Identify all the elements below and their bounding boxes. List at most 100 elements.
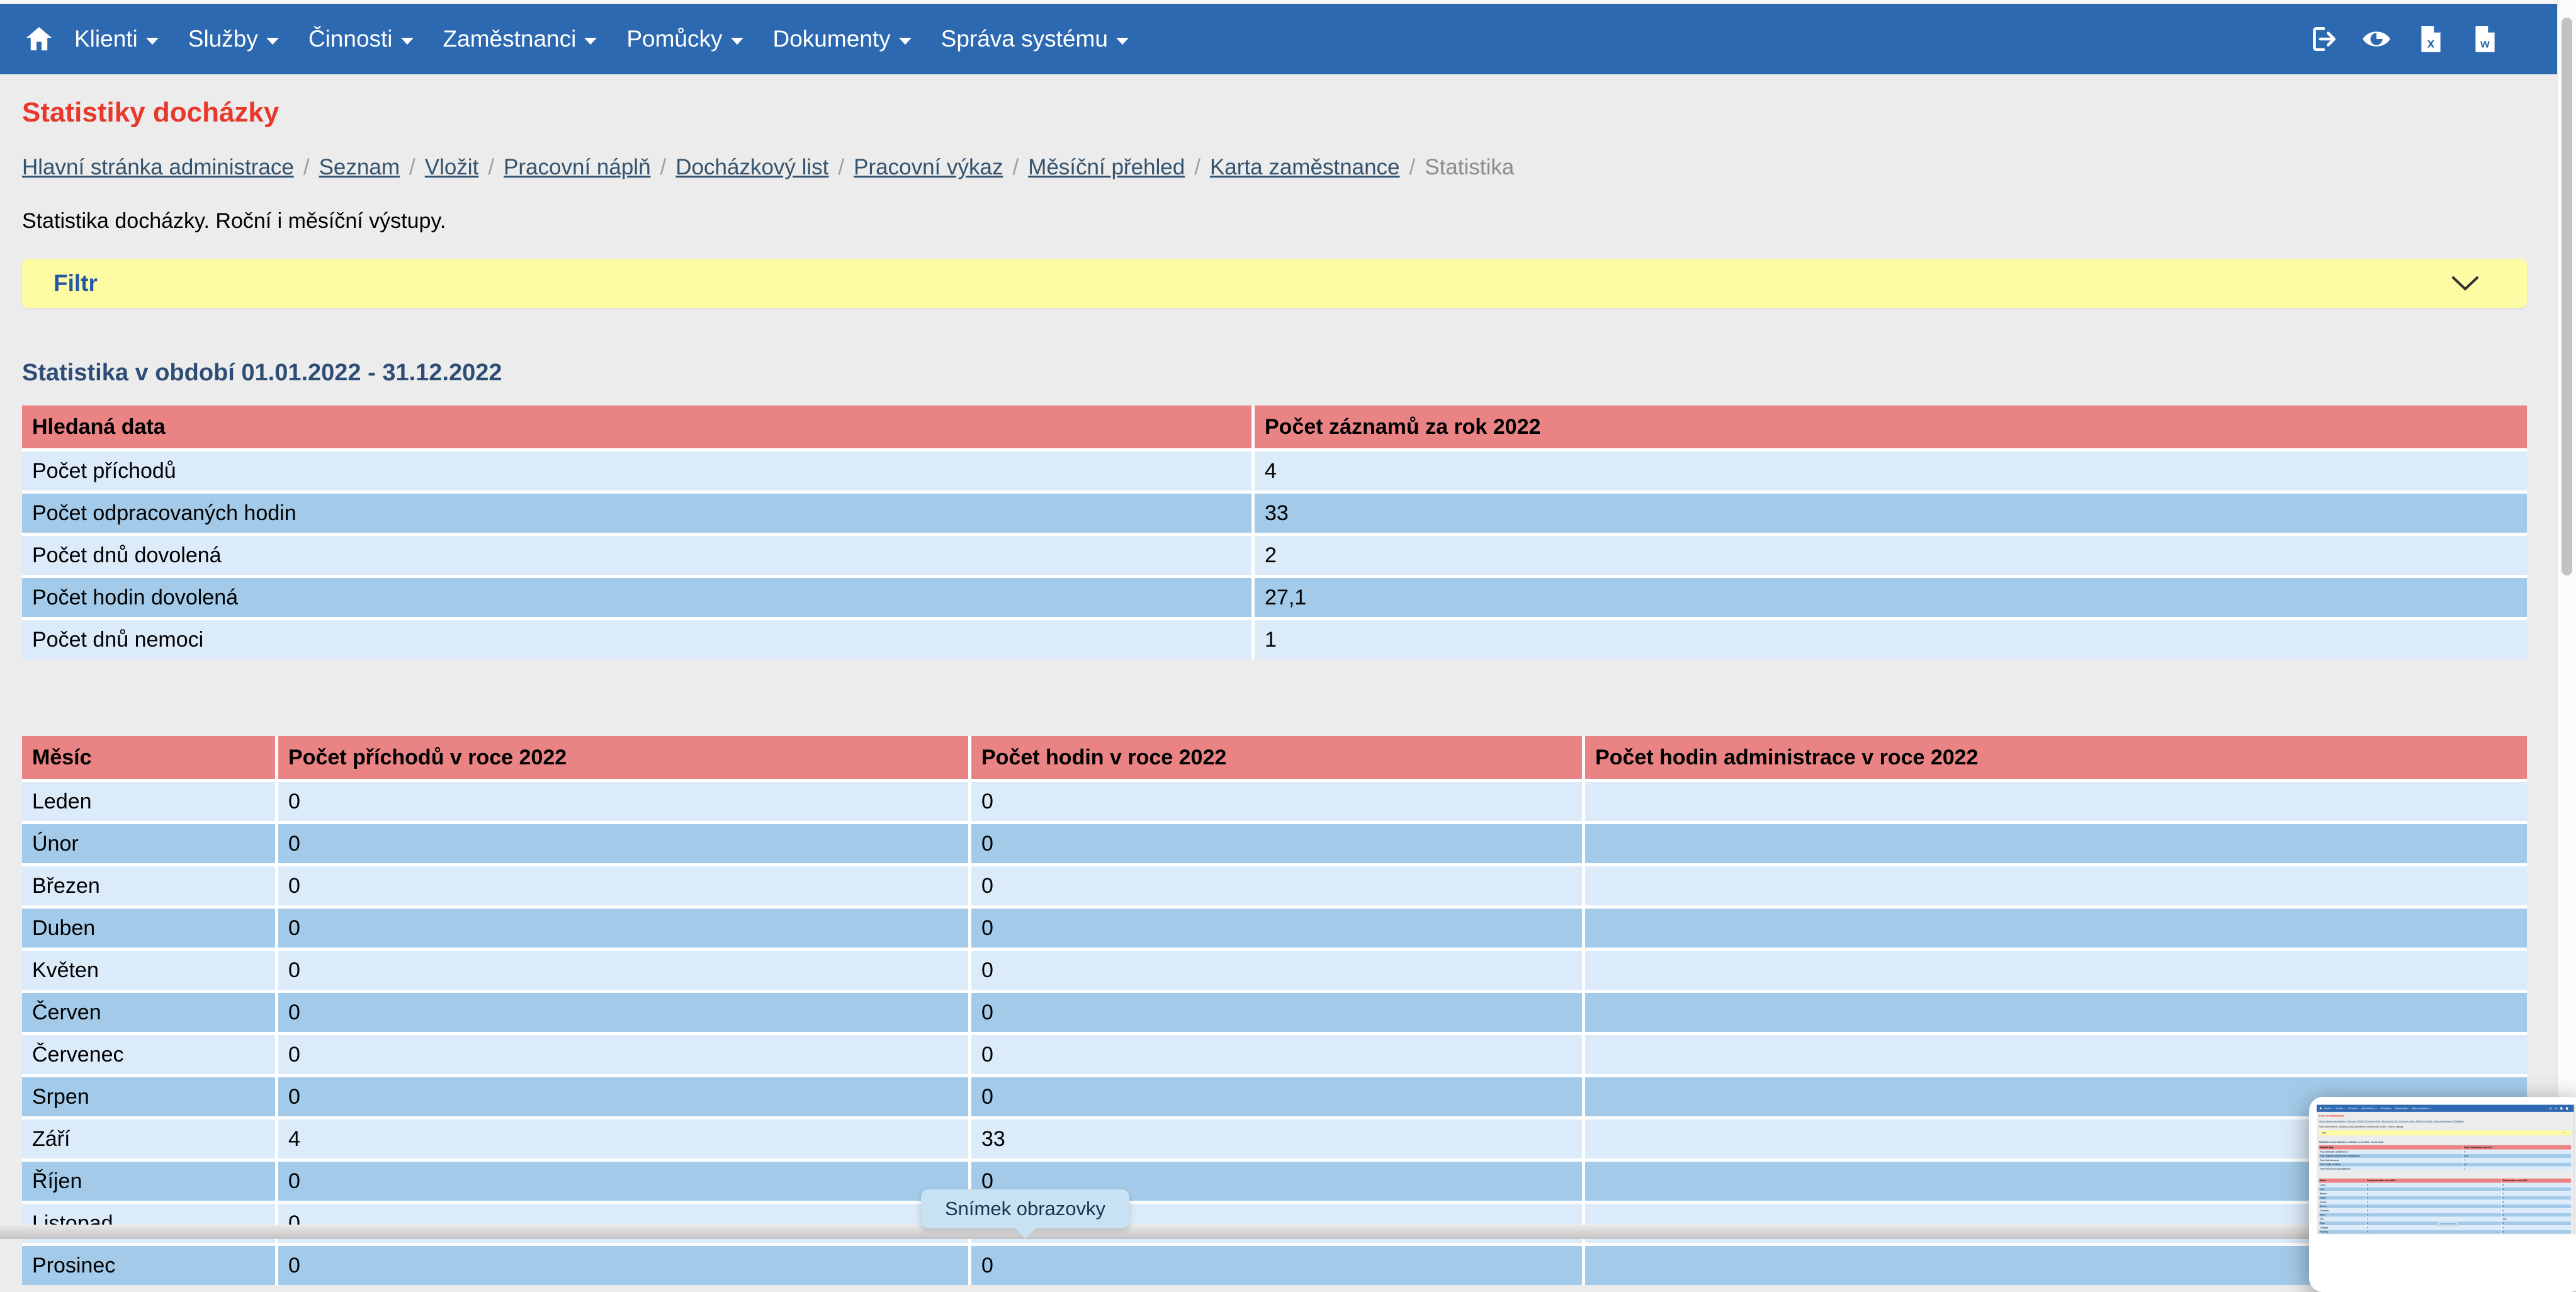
admin-hours-cell (1585, 866, 2527, 905)
table-row: Počet příchodů zaměstnance 3 (2319, 1150, 2572, 1154)
caret-down-icon (2429, 1108, 2431, 1109)
month-cell: Únor (22, 824, 275, 863)
table-row: Prosinec 0 0 (22, 1246, 2527, 1285)
logout-icon (2549, 1107, 2552, 1110)
breadcrumb-link[interactable]: Vložit (424, 155, 479, 179)
table-row: Duben 0 0 (2319, 1196, 2572, 1200)
table-row: Září 3 25,5 (2319, 1217, 2572, 1221)
filter-panel-toggle[interactable]: Filtr (22, 259, 2527, 308)
admin-hours-cell (1585, 993, 2527, 1032)
logout-icon[interactable] (2307, 23, 2338, 55)
metric-value-cell: 27,1 (1255, 578, 2527, 617)
table-row: Říjen 0 0 (22, 1162, 2527, 1201)
hours-cell: 0 (971, 909, 1582, 948)
table-row: Počet příchodů 4 (22, 451, 2527, 490)
table-row: Počet dnů dovolená 2 (22, 536, 2527, 575)
hours-cell: 0 (971, 993, 1582, 1032)
arrivals-cell: 0 (278, 824, 968, 863)
menu-item-label: Klienti (74, 26, 138, 52)
caret-down-icon (898, 37, 912, 45)
table-row: Únor 0 0 (22, 824, 2527, 863)
month-cell: Březen (22, 866, 275, 905)
breadcrumb-link[interactable]: Karta zaměstnance (1209, 155, 1400, 179)
table-row: Srpen 0 0 (2319, 1213, 2572, 1217)
summary-table-body: Počet příchodů 4 Počet odpracovaných hod… (22, 451, 2527, 659)
statistics-period-heading: Statistika v období 01.01.2022 - 31.12.2… (22, 360, 502, 386)
menu-item-label: Činnosti (308, 26, 393, 52)
breadcrumb-link[interactable]: Pracovní výkaz (854, 155, 1003, 179)
export-excel-file-icon[interactable]: x (2415, 23, 2446, 55)
month-cell: Srpen (22, 1077, 275, 1116)
metric-value-cell: 33 (1255, 494, 2527, 533)
table-row: Březen 0 0 (22, 866, 2527, 905)
table-row: Květen 0 0 (2319, 1200, 2572, 1204)
month-cell: Září (22, 1119, 275, 1159)
menu-item[interactable]: Činnosti (308, 26, 414, 52)
metric-label-cell: Počet hodin dovolená (22, 578, 1251, 617)
admin-hours-cell (1585, 951, 2527, 990)
menu-item: Klienti (2324, 1107, 2333, 1109)
column-header: Počet příchodů v roce 2022 (278, 736, 968, 779)
summary-table: Hledaná data Počet záznamů za rok 2022 P… (22, 405, 2527, 659)
menu-item[interactable]: Dokumenty (773, 26, 912, 52)
menu-item[interactable]: Správa systému (941, 26, 1129, 52)
home-icon (2319, 1107, 2322, 1110)
window-top-strip (0, 0, 2576, 4)
mini-statistics-heading: Statistika Zaměstnance v období 01.01.20… (2319, 1140, 2383, 1143)
arrivals-cell: 0 (278, 1246, 968, 1285)
menu-item-label: Správa systému (941, 26, 1108, 52)
vertical-scrollbar[interactable] (2557, 0, 2576, 1239)
menu-item: Služby (2336, 1107, 2345, 1109)
months-table: Měsíc Počet příchodů v roce 2022 Počet h… (22, 736, 2527, 1285)
metric-value-cell: 1 (1255, 620, 2527, 659)
menu-item[interactable]: Služby (188, 26, 279, 52)
mini-page-content: Karta zaměstnance Hlavní stránka adminis… (2317, 1114, 2572, 1234)
eye-preview-icon[interactable] (2361, 23, 2392, 55)
breadcrumb-link[interactable]: Pracovní náplň (504, 155, 651, 179)
breadcrumb-link[interactable]: Hlavní stránka administrace (22, 155, 294, 179)
column-header: Hledaná data (22, 405, 1251, 448)
table-row: Únor 0 0 (2319, 1187, 2572, 1192)
menu-item[interactable]: Zaměstnanci (443, 26, 597, 52)
arrivals-cell: 0 (278, 909, 968, 948)
months-table-body: Leden 0 0 Únor 0 0 Březen 0 0 (22, 782, 2527, 1285)
breadcrumb: Hlavní stránka administrace / Seznam / V… (22, 155, 2527, 180)
table-row: Listopad 0 0 (2319, 1225, 2572, 1230)
arrivals-cell: 0 (278, 1035, 968, 1074)
caret-down-icon (266, 37, 279, 45)
breadcrumb-separator: / (1012, 155, 1019, 179)
menu-item[interactable]: Pomůcky (626, 26, 743, 52)
metric-label-cell: Počet dnů nemoci (22, 620, 1251, 659)
admin-hours-cell (1585, 824, 2527, 863)
table-row: Leden 0 0 (2319, 1183, 2572, 1187)
export-excel-file-icon (2560, 1107, 2563, 1110)
caret-down-icon (400, 37, 414, 45)
main-menu: Klienti Služby Činnosti Zaměstnanci Pomů… (74, 26, 2307, 52)
summary-table-header-row: Hledaná data Počet záznamů za rok 2022 (22, 405, 2527, 448)
breadcrumb-link[interactable]: Docházkový list (675, 155, 829, 179)
arrivals-cell: 0 (278, 866, 968, 905)
hours-cell: 0 (971, 824, 1582, 863)
mini-page-description: Karta zaměstnance, docházka, počet pozná… (2319, 1125, 2404, 1128)
home-icon[interactable] (24, 24, 54, 54)
mini-page-title: Karta zaměstnance (2319, 1114, 2344, 1118)
arrivals-cell: 0 (278, 993, 968, 1032)
menu-item-label: Pomůcky (626, 26, 723, 52)
export-word-file-icon[interactable]: w (2469, 23, 2500, 55)
table-row: Počet dnů dovolená 1 (2319, 1158, 2572, 1162)
table-row: Březen 0 0 (2319, 1191, 2572, 1196)
menu-item-label: Dokumenty (772, 26, 891, 52)
scrollbar-thumb[interactable] (2562, 18, 2572, 575)
table-row: Červenec 0 0 (22, 1035, 2527, 1074)
month-cell: Červen (22, 993, 275, 1032)
menu-item[interactable]: Klienti (74, 26, 159, 52)
breadcrumb-link[interactable]: Seznam (319, 155, 400, 179)
screenshot-preview-thumbnail[interactable]: Klienti Služby Činnosti Zaměstna (2309, 1097, 2576, 1292)
table-row: Počet hodin dovolená 27,1 (22, 578, 2527, 617)
arrivals-cell: 0 (278, 1077, 968, 1116)
svg-text:w: w (2480, 37, 2490, 50)
breadcrumb-link[interactable]: Měsíční přehled (1028, 155, 1185, 179)
svg-text:x: x (2427, 37, 2435, 51)
breadcrumb-separator: / (838, 155, 845, 179)
table-row: Počet odpracovaných hodin 33 (22, 494, 2527, 533)
